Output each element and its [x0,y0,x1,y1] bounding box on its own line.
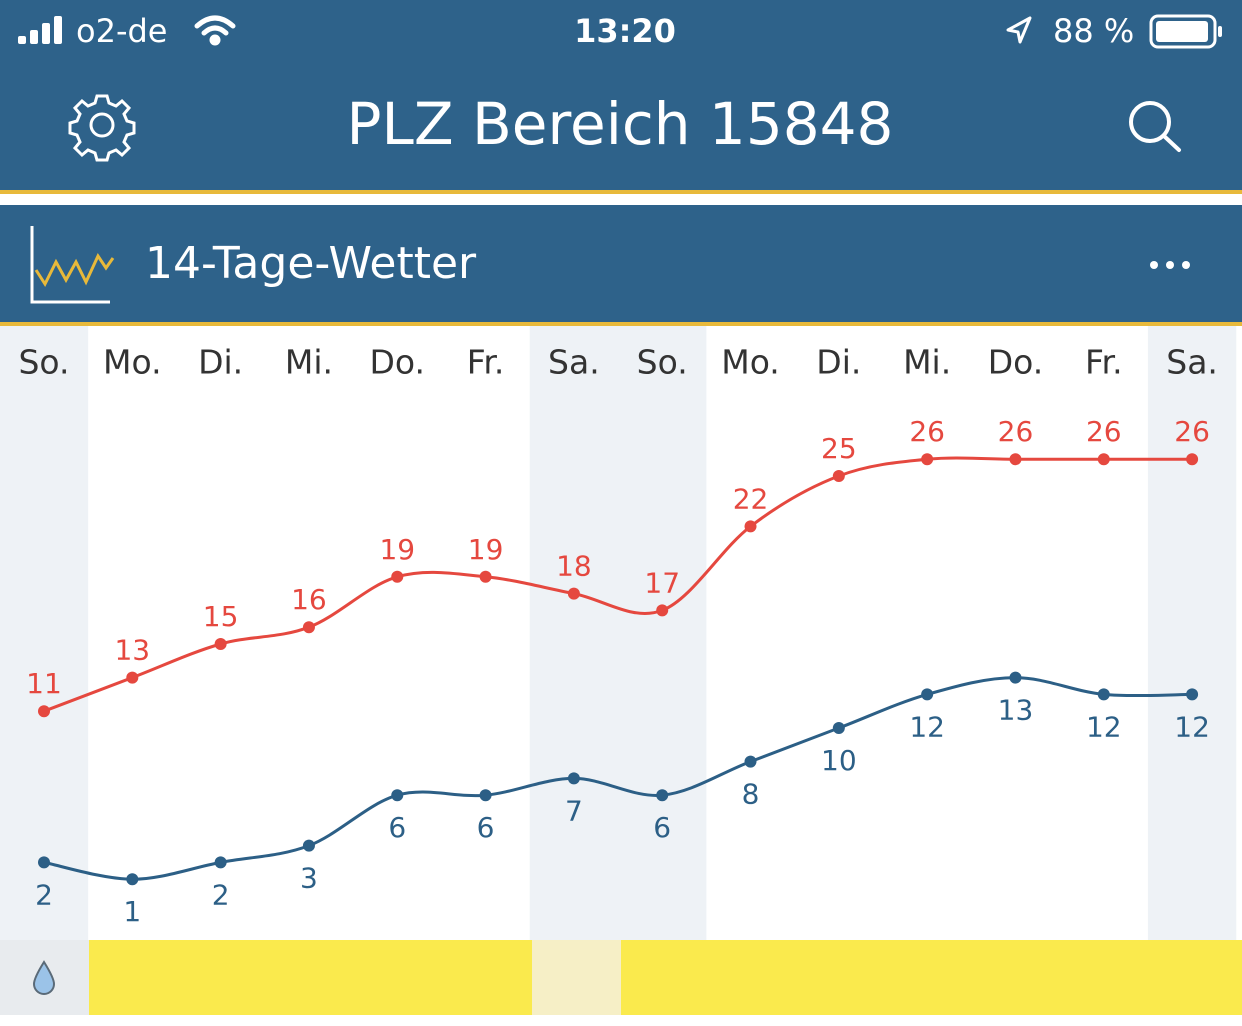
temperature-point [479,570,492,583]
temperature-point [214,638,227,650]
day-label: Fr. [1085,343,1123,382]
rain-icon [32,960,56,995]
temperature-point [391,570,404,583]
divider [0,190,1242,194]
rain-strip [532,940,621,1015]
temperature-point [921,453,934,466]
temperature-label: 26 [909,415,945,448]
temperature-point [38,705,50,718]
weekend-column [618,326,707,940]
location-icon [1006,16,1032,44]
divider [0,322,1242,326]
day-label: Di. [198,343,243,382]
temperature-point [302,621,315,634]
weekend-column [0,326,89,940]
day-label: So. [18,343,69,382]
day-label: Do. [370,343,426,382]
temperature-label: 8 [742,778,760,811]
day-label: Sa. [1166,343,1218,382]
temperature-point [302,839,315,852]
temperature-line [43,456,1193,713]
temperature-label: 18 [556,550,592,583]
rain-strip [89,940,532,1015]
chart-icon [30,226,115,304]
temperature-label: 10 [821,744,857,777]
temperature-point [921,688,934,701]
battery-level: 88 % [1053,12,1134,50]
temperature-point [832,722,845,734]
temperature-label: 26 [1174,415,1210,448]
more-button[interactable] [1150,261,1190,269]
temperature-point [832,470,845,482]
temperature-point [656,604,669,617]
temperature-point [1009,453,1022,466]
temperature-point [38,856,50,869]
temperature-label: 15 [203,600,239,633]
temperature-label: 26 [1086,415,1122,448]
temperature-point [126,671,139,684]
temperature-point [1009,671,1022,684]
temperature-label: 6 [477,811,495,844]
temperature-label: 19 [468,533,504,566]
temperature-label: 3 [300,862,318,895]
battery-icon [1149,14,1222,49]
signal-icon [18,16,62,44]
temperature-point [567,772,580,785]
temperature-label: 2 [212,878,230,911]
temperature-point [744,520,757,533]
temperature-label: 11 [26,667,62,700]
temperature-label: 16 [291,583,327,616]
day-label: So. [637,343,688,382]
temperature-point [656,789,669,802]
page-title: PLZ Bereich 15848 [347,90,894,158]
day-label: Sa. [548,343,600,382]
settings-button[interactable] [68,94,136,162]
weekend-column [529,326,619,940]
day-label: Mo. [103,343,162,382]
temperature-label: 25 [821,432,857,465]
wifi-icon [194,15,236,46]
day-label: Mi. [903,343,951,382]
temperature-point [391,789,404,802]
temperature-label: 12 [1086,710,1122,743]
temperature-label: 6 [388,811,406,844]
carrier: o2-de [76,12,167,50]
temperature-point [1186,688,1199,701]
weekend-column [1147,326,1237,940]
temperature-label: 22 [733,482,769,515]
temperature-label: 1 [123,895,141,928]
temperature-line [43,676,1193,881]
temperature-label: 2 [35,878,53,911]
temperature-point [1097,453,1110,466]
temperature-label: 12 [1174,710,1210,743]
day-label: Fr. [467,343,505,382]
temperature-point [744,755,757,768]
temperature-label: 12 [909,710,945,743]
day-label: Mo. [721,343,780,382]
temperature-point [567,587,580,600]
temperature-point [1186,453,1199,466]
temperature-label: 17 [644,566,680,599]
day-label: Mi. [285,343,333,382]
temperature-point [126,873,139,886]
day-label: Di. [816,343,861,382]
temperature-label: 13 [114,634,150,667]
search-button[interactable] [1129,101,1181,152]
temperature-label: 26 [998,415,1034,448]
temperature-point [214,856,227,869]
widget-header [0,205,1242,322]
clock: 13:20 [574,12,676,50]
temperature-label: 6 [653,811,671,844]
temperature-label: 13 [998,694,1034,727]
temperature-label: 7 [565,794,583,827]
rain-strip [621,940,1242,1015]
temperature-point [479,789,492,802]
widget-title: 14-Tage-Wetter [145,238,477,289]
temperature-label: 19 [379,533,415,566]
day-label: Do. [988,343,1044,382]
temperature-point [1097,688,1110,701]
